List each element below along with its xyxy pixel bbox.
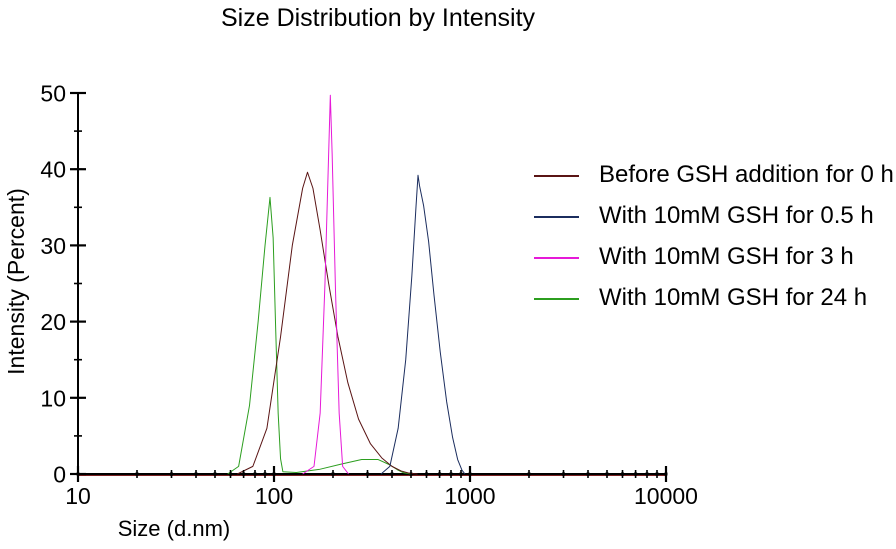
svg-text:40: 40 <box>40 157 66 183</box>
svg-text:10000: 10000 <box>634 483 698 509</box>
svg-text:20: 20 <box>40 309 66 335</box>
svg-text:10: 10 <box>40 385 66 411</box>
svg-text:1000: 1000 <box>444 483 495 509</box>
svg-text:30: 30 <box>40 233 66 259</box>
svg-text:10: 10 <box>65 483 91 509</box>
svg-text:0: 0 <box>53 462 66 488</box>
svg-text:50: 50 <box>40 81 66 107</box>
svg-text:100: 100 <box>255 483 293 509</box>
